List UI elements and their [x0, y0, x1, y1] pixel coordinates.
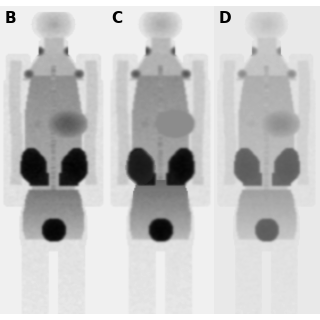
- Text: D: D: [219, 11, 231, 26]
- Text: C: C: [111, 11, 123, 26]
- Text: B: B: [4, 11, 16, 26]
